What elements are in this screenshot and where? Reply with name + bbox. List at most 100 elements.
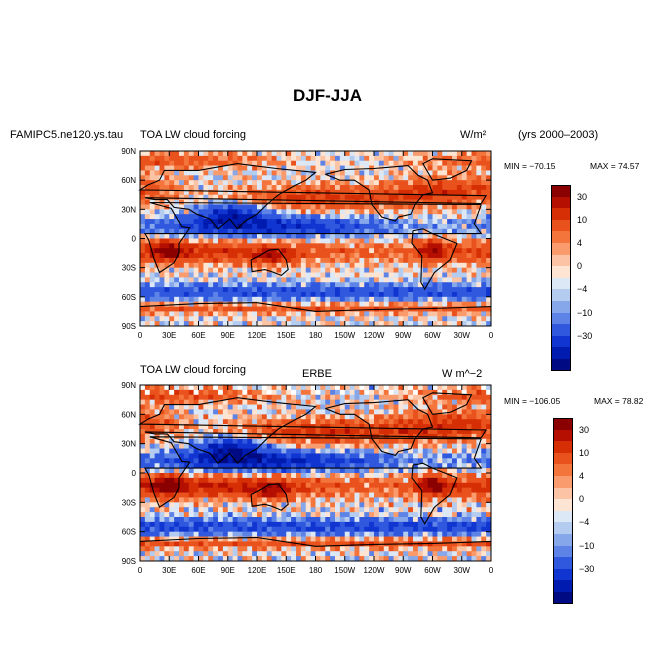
lat-tick-label: 90S [122,557,136,566]
lat-tick-label: 30N [121,205,136,214]
colorbar-swatch [553,533,573,546]
lat-tick-label: 60N [121,410,136,419]
lon-tick-label: 150E [277,331,296,340]
colorbar-label: −30 [579,563,595,574]
main-title: DJF-JJA [293,86,362,105]
panel2-field-label: TOA LW cloud forcing [140,364,246,376]
lon-tick-label: 90W [395,331,412,340]
colorbar-swatch [553,580,573,592]
lon-tick-label: 60W [424,566,441,575]
lon-tick-label: 120E [248,566,267,575]
coastline-1 [138,163,488,230]
colorbar-label: 30 [579,424,590,435]
colorbar-label: 10 [579,447,590,458]
lon-tick-label: 180 [309,331,323,340]
lon-tick-label: 30E [162,331,176,340]
colorbar-swatch [553,475,573,488]
colorbar-label: −30 [577,330,593,341]
colorbar-swatch [553,568,573,581]
coastline-4 [411,462,458,525]
colorbar-swatch [553,499,573,511]
colorbar-swatch [551,185,571,197]
colorbar-model: 30 10 4 0 −4 −10 −30 [551,185,592,371]
colorbar-swatch [551,312,571,325]
colorbar-label: 4 [577,238,583,248]
lat-tick-label: 0 [132,235,137,244]
colorbar-swatch [553,429,573,442]
lon-tick-label: 60E [191,331,205,340]
lat-tick-label: 60N [121,176,136,185]
lon-tick-label: 120E [248,331,267,340]
colorbar-swatch [553,464,573,476]
lon-tick-label: 60E [191,566,205,575]
colorbar-swatch [551,266,571,278]
lon-tick-label: 120W [364,566,385,575]
colorbar-swatch [551,208,571,220]
lat-tick-label: 90N [121,147,136,156]
lon-tick-label: 30W [454,331,471,340]
lon-tick-label: 0 [138,566,143,575]
coastline-2 [250,483,289,511]
lon-tick-label: 0 [138,331,143,340]
colorbar-label: −4 [577,284,588,295]
lon-tick-label: 90E [221,566,235,575]
panel2-center-label: ERBE [302,368,332,380]
lon-tick-label: 30E [162,566,176,575]
colorbar-swatch [551,196,571,209]
lat-tick-label: 60S [122,293,136,302]
colorbar-label: −10 [577,307,593,318]
coastline-2 [250,248,289,277]
panel1-min-label: MIN = −70.15 [504,161,556,171]
colorbar-swatch [551,277,571,290]
panel1-units: W/m² [460,129,487,141]
lon-tick-label: 180 [309,566,323,575]
lat-tick-label: 30N [121,440,136,449]
lon-tick-label: 150W [334,331,355,340]
colorbar-frame [551,185,571,371]
coastline-5 [422,158,473,181]
colorbar-obs: 30 10 4 0 −4 −10 −30 [553,418,594,604]
lat-tick-label: 90S [122,322,136,331]
panel1-model-label: FAMIPC5.ne120.ys.tau [10,129,124,141]
coastline-3 [325,399,434,457]
lat-tick-label: 30S [122,264,136,273]
coastline-6 [139,302,492,312]
panel1-field-label: TOA LW cloud forcing [140,129,246,141]
colorbar-label: 30 [577,191,588,202]
lon-tick-label: 120W [364,331,385,340]
colorbar-label: 4 [579,471,585,481]
colorbar-label: 10 [577,214,588,225]
colorbar-swatch [551,358,571,371]
lat-tick-label: 30S [122,498,136,507]
colorbar-swatch [551,347,571,359]
colorbar-swatch [551,219,571,232]
colorbar-swatch [553,591,573,604]
colorbar-label: 0 [579,494,585,505]
colorbar-swatch [553,452,573,465]
lon-tick-label: 60W [424,331,441,340]
coastline-0 [143,201,483,274]
lat-tick-label: 60S [122,528,136,537]
lon-tick-label: 0 [489,566,494,575]
coastline-3 [325,165,434,222]
colorbar-swatch [553,510,573,523]
colorbar-swatch [551,231,571,243]
panel1-period: (yrs 2000–2003) [518,129,599,141]
lon-tick-label: 0 [489,331,494,340]
colorbar-swatch [553,487,573,500]
colorbar-label: −4 [579,517,590,528]
coastline-6 [139,536,492,547]
colorbar-swatch [553,418,573,430]
colorbar-swatch [553,522,573,534]
lon-tick-label: 90W [395,566,412,575]
colorbar-frame [553,418,573,604]
panel2-min-label: MIN = −106.05 [504,396,561,406]
coastline-4 [411,228,458,291]
colorbar-label: −10 [579,540,595,551]
colorbar-swatch [551,289,571,301]
panel1-max-label: MAX = 74.57 [590,161,640,171]
lon-tick-label: 150W [334,566,355,575]
colorbar-swatch [551,335,571,348]
